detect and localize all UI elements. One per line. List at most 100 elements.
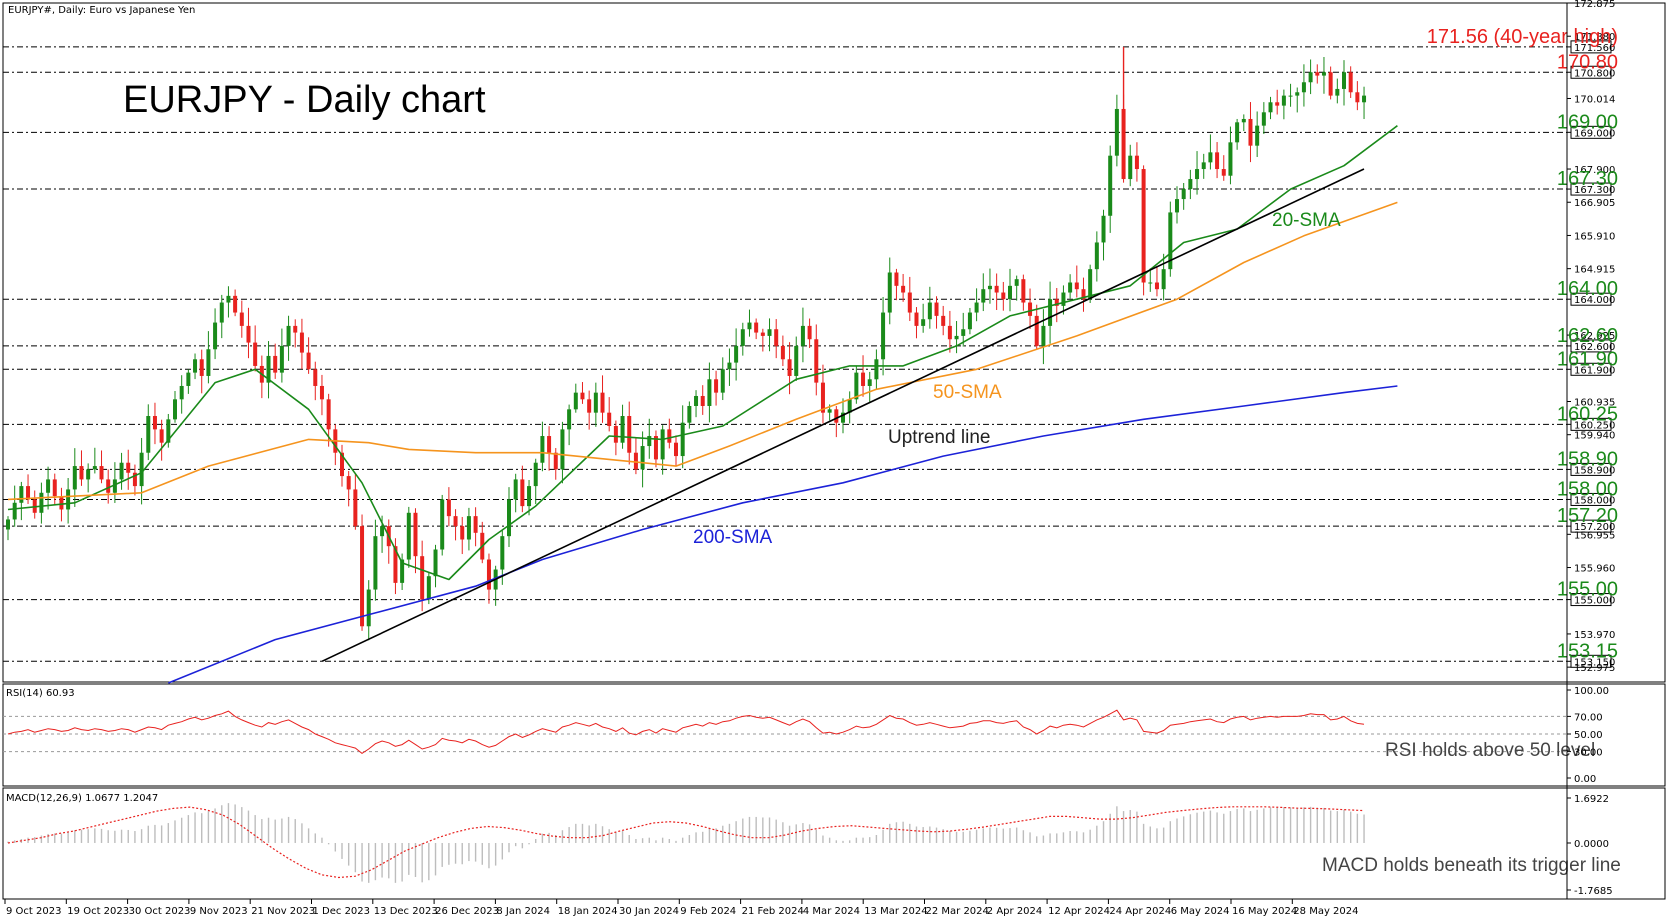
candle-body [727, 362, 732, 370]
date-tick-label: 9 Feb 2024 [680, 906, 736, 917]
candle-body [994, 285, 999, 293]
price-tick-label: 170.014 [1574, 94, 1615, 105]
price-tick-label: 152.975 [1574, 663, 1615, 674]
date-tick-label: 4 Mar 2024 [803, 906, 860, 917]
candle-body [299, 332, 304, 353]
chart-title: EURJPY - Daily chart [123, 79, 486, 121]
date-tick-label: 2 Apr 2024 [987, 906, 1042, 917]
candle-body [620, 416, 625, 443]
candle-body [1248, 118, 1253, 146]
price-tick-label: 171.560 [1574, 43, 1615, 54]
price-tick-label: 161.900 [1574, 365, 1615, 376]
candle-body [1235, 122, 1240, 143]
overlay-200-sma [167, 385, 1398, 684]
candle-body [246, 325, 251, 343]
candle-body [573, 392, 578, 410]
rsi-tick-label: 100.00 [1574, 686, 1609, 697]
candle-body [279, 345, 284, 373]
candle-body [346, 476, 351, 490]
candle-body [1255, 125, 1260, 146]
candle-body [1295, 92, 1300, 96]
date-tick-label: 6 May 2024 [1171, 906, 1230, 917]
date-tick-label: 26 Dec 2023 [435, 906, 499, 917]
rsi-tick-label: 70.00 [1574, 712, 1603, 723]
candle-body [213, 322, 218, 350]
candle-body [119, 462, 124, 480]
candle-body [1134, 155, 1139, 170]
candle-body [540, 436, 545, 463]
candle-body [253, 342, 258, 366]
candle-body [233, 295, 238, 313]
rsi-note: RSI holds above 50 level [1385, 740, 1595, 761]
candle-body [981, 289, 986, 303]
level-label: 170.80 [1557, 51, 1618, 73]
candle-body [266, 355, 271, 383]
candle-body [1321, 72, 1326, 76]
candle-body [974, 302, 979, 313]
candle-body [600, 392, 605, 413]
candle-body [687, 405, 692, 423]
date-tick-label: 13 Dec 2023 [374, 906, 438, 917]
candle-body [1001, 292, 1006, 300]
candle-body [1221, 169, 1226, 176]
candle-body [1041, 325, 1046, 346]
price-tick-box [1570, 492, 1612, 506]
candle-body [380, 526, 385, 537]
candle-body [1342, 72, 1346, 89]
candle-body [393, 546, 398, 583]
candle-body [1168, 212, 1173, 270]
candle-body [587, 399, 592, 413]
date-tick-label: 12 Apr 2024 [1048, 906, 1110, 917]
candle-body [440, 499, 445, 550]
level-label: 164.00 [1557, 278, 1618, 300]
candle-body [226, 295, 231, 303]
overlay-50-sma [7, 201, 1398, 501]
price-tick-box [1570, 417, 1612, 431]
candle-body [446, 499, 451, 517]
candle-body [1301, 82, 1306, 93]
rsi-tick-label: 50.00 [1574, 730, 1603, 741]
candle-body [814, 339, 819, 383]
candle-body [961, 329, 966, 336]
rsi-tick-label: 0.00 [1574, 774, 1596, 785]
candle-body [1021, 279, 1026, 303]
price-tick-box [1570, 519, 1612, 533]
date-tick-label: 21 Feb 2024 [742, 906, 804, 917]
price-tick-label: 153.970 [1574, 630, 1615, 641]
candle-body [841, 412, 845, 423]
candle-body [1048, 299, 1053, 326]
candle-body [567, 409, 572, 430]
candle-body [1208, 152, 1213, 163]
price-tick-box [1570, 462, 1612, 476]
candle-body [767, 329, 772, 336]
candle-body [867, 379, 872, 386]
candle-body [667, 429, 672, 443]
candle-body [707, 379, 712, 406]
candle-body [66, 489, 71, 510]
candle-body [800, 325, 805, 346]
candle-body [1101, 215, 1106, 243]
candle-body [927, 302, 932, 320]
date-tick-label: 24 Apr 2024 [1109, 906, 1171, 917]
candle-body [1141, 169, 1146, 283]
candle-body [894, 272, 899, 286]
candle-body [1074, 282, 1079, 290]
candle-body [901, 285, 906, 293]
candle-body [847, 399, 852, 413]
level-label: 160.25 [1557, 403, 1618, 425]
candle-body [520, 479, 525, 507]
price-tick-label: 153.150 [1574, 657, 1615, 668]
rsi-levels [3, 715, 1567, 753]
candle-body [653, 436, 658, 460]
date-tick-label: 18 Jan 2024 [558, 906, 618, 917]
price-tick-box [1570, 125, 1612, 139]
candle-body [420, 556, 425, 600]
candle-body [46, 479, 51, 493]
price-tick-label: 155.000 [1574, 596, 1615, 607]
candle-body [640, 446, 645, 470]
support-resistance-lines [3, 46, 1567, 662]
candle-body [86, 469, 91, 480]
price-tick-label: 158.000 [1574, 495, 1615, 506]
date-tick-label: 28 May 2024 [1293, 906, 1358, 917]
